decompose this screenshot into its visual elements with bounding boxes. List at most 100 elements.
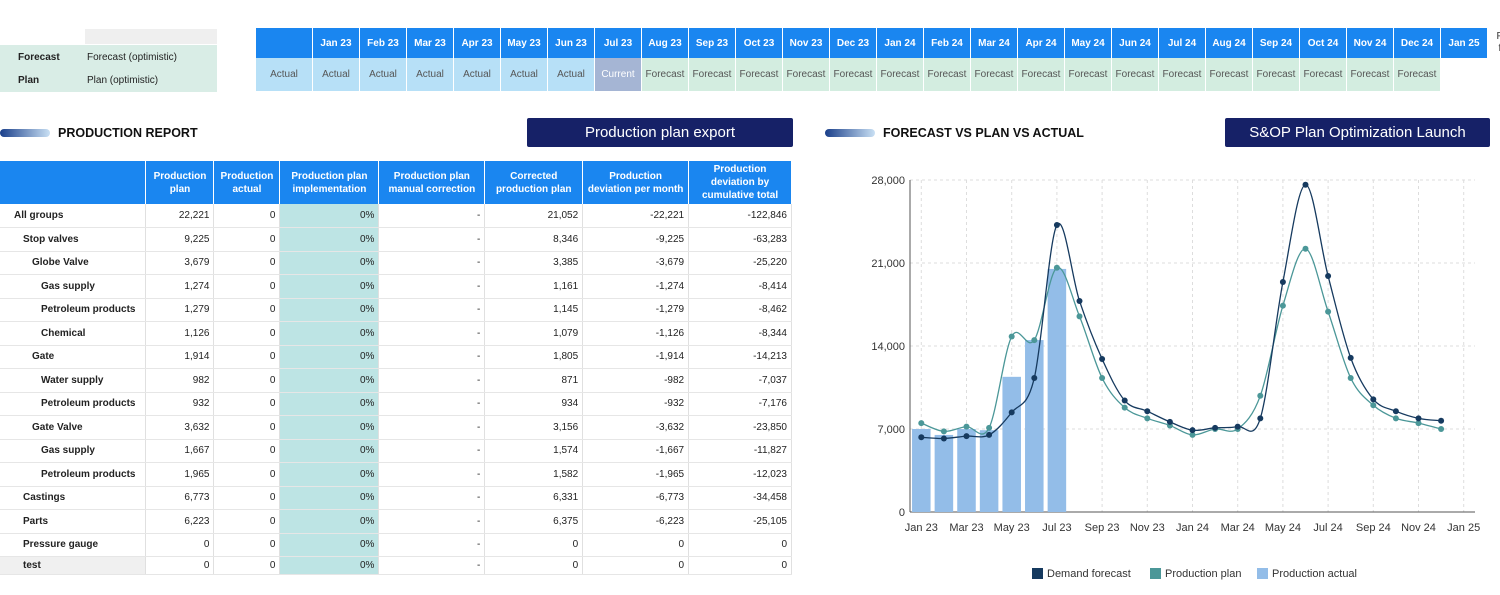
point-demand-forecast[interactable] <box>1302 181 1309 188</box>
cell[interactable]: - <box>378 345 486 369</box>
point-demand-forecast[interactable] <box>1212 424 1219 431</box>
point-production-plan[interactable] <box>1008 333 1015 340</box>
row-name[interactable]: Pressure gauge <box>0 533 147 557</box>
row-name[interactable]: Chemical <box>0 321 147 346</box>
bar-production-actual[interactable] <box>1047 268 1067 512</box>
column-header-7[interactable]: Production deviation by cumulative total <box>688 161 792 204</box>
period-factor-6[interactable]: Actual <box>548 58 595 91</box>
point-production-plan[interactable] <box>1392 415 1399 422</box>
period-factor-18[interactable]: Forecast <box>1112 58 1159 91</box>
point-demand-forecast[interactable] <box>1121 397 1128 404</box>
period-factor-17[interactable]: Forecast <box>1065 58 1112 91</box>
row-name[interactable]: Petroleum products <box>0 298 147 322</box>
point-demand-forecast[interactable] <box>986 431 993 438</box>
point-production-plan[interactable] <box>1053 264 1060 271</box>
period-factor-12[interactable]: Forecast <box>830 58 877 91</box>
point-production-plan[interactable] <box>1121 404 1128 411</box>
row-name[interactable]: Gas supply <box>0 274 147 299</box>
point-production-plan[interactable] <box>1031 337 1038 344</box>
period-factor-10[interactable]: Forecast <box>736 58 783 91</box>
cell[interactable]: - <box>378 556 486 575</box>
bar-production-actual[interactable] <box>934 434 954 512</box>
sop-plan-optimization-launch-button[interactable]: S&OP Plan Optimization Launch <box>1225 118 1490 147</box>
period-factor-1[interactable]: Actual <box>313 58 360 91</box>
point-demand-forecast[interactable] <box>1031 375 1038 382</box>
bar-production-actual[interactable] <box>1002 376 1021 512</box>
production-plan-export-button[interactable]: Production plan export <box>527 118 793 147</box>
point-production-plan[interactable] <box>1189 431 1196 438</box>
point-demand-forecast[interactable] <box>1144 408 1151 415</box>
cell[interactable]: - <box>378 274 486 299</box>
point-demand-forecast[interactable] <box>1347 354 1354 361</box>
legend-label[interactable]: Production actual <box>1272 568 1357 580</box>
table-row[interactable]: All groups 22,221 0 0% -21,052 -22,221 -122,84… <box>0 204 792 228</box>
period-factor-19[interactable]: Forecast <box>1159 58 1206 91</box>
period-factor-15[interactable]: Forecast <box>971 58 1018 91</box>
table-row[interactable]: Petroleum products 1,279 0 0% -1,145 -1,279 -8… <box>0 298 792 322</box>
row-name[interactable]: Gate <box>0 345 147 369</box>
table-row[interactable]: Water supply 982 0 0% -871 -982 -7,037 <box>0 368 792 393</box>
table-row[interactable]: Gate Valve 3,632 0 0% -3,156 -3,632 -23,850 <box>0 415 792 440</box>
point-demand-forecast[interactable] <box>1257 415 1264 422</box>
point-demand-forecast[interactable] <box>918 434 925 441</box>
point-demand-forecast[interactable] <box>1053 222 1060 229</box>
period-factor-20[interactable]: Forecast <box>1206 58 1253 91</box>
cell[interactable]: - <box>378 486 486 510</box>
period-factor-2[interactable]: Actual <box>360 58 407 91</box>
period-factor-16[interactable]: Forecast <box>1018 58 1065 91</box>
period-factor-7[interactable]: Current <box>595 58 642 91</box>
cell[interactable]: - <box>378 462 486 487</box>
point-demand-forecast[interactable] <box>963 433 970 440</box>
point-production-plan[interactable] <box>1279 302 1286 309</box>
cell[interactable]: - <box>378 368 486 393</box>
table-row[interactable]: Castings 6,773 0 0% -6,331 -6,773 -34,458 <box>0 486 792 510</box>
period-factor-8[interactable]: Forecast <box>642 58 689 91</box>
plan-value[interactable]: Plan (optimistic) <box>87 74 159 86</box>
point-demand-forecast[interactable] <box>1392 408 1399 415</box>
row-name[interactable]: Castings <box>0 486 147 510</box>
table-row[interactable]: Stop valves 9,225 0 0% -8,346 -9,225 -63,283 <box>0 227 792 252</box>
point-demand-forecast[interactable] <box>1370 396 1377 403</box>
column-header-6[interactable]: Production deviation per month <box>582 161 690 204</box>
cell[interactable]: - <box>378 204 486 228</box>
column-header-3[interactable]: Production plan implementation <box>279 161 380 204</box>
row-name[interactable]: Gas supply <box>0 439 147 463</box>
cell[interactable]: - <box>378 509 486 534</box>
column-header-1[interactable]: Production plan <box>145 161 215 204</box>
point-production-plan[interactable] <box>1347 375 1354 382</box>
forecast-selector[interactable]: Forecast Forecast (optimistic) <box>0 45 217 69</box>
row-name[interactable]: Stop valves <box>0 227 147 252</box>
cell[interactable]: - <box>378 533 486 557</box>
period-factor-3[interactable]: Actual <box>407 58 454 91</box>
bar-production-actual[interactable] <box>979 430 999 512</box>
period-factor-0[interactable]: Actual <box>256 58 313 91</box>
row-name[interactable]: Water supply <box>0 368 147 393</box>
point-demand-forecast[interactable] <box>1008 409 1015 416</box>
table-row[interactable]: Petroleum products 932 0 0% -934 -932 -7,176 <box>0 392 792 416</box>
point-production-plan[interactable] <box>986 424 993 431</box>
column-header-0[interactable] <box>0 161 147 204</box>
point-production-plan[interactable] <box>1415 420 1422 427</box>
point-demand-forecast[interactable] <box>1189 427 1196 434</box>
cell[interactable]: - <box>378 415 486 440</box>
point-demand-forecast[interactable] <box>1415 415 1422 422</box>
point-production-plan[interactable] <box>1325 308 1332 315</box>
cell[interactable]: - <box>378 298 486 322</box>
table-row[interactable]: Gas supply 1,667 0 0% -1,574 -1,667 -11,827 <box>0 439 792 463</box>
row-name[interactable]: All groups <box>0 204 147 228</box>
plan-selector[interactable]: Plan Plan (optimistic) <box>0 68 217 92</box>
point-production-plan[interactable] <box>1099 375 1106 382</box>
period-factor-14[interactable]: Forecast <box>924 58 971 91</box>
period-factor-4[interactable]: Actual <box>454 58 501 91</box>
period-factor-11[interactable]: Forecast <box>783 58 830 91</box>
cell[interactable]: - <box>378 227 486 252</box>
period-factor-5[interactable]: Actual <box>501 58 548 91</box>
point-demand-forecast[interactable] <box>1076 297 1083 304</box>
point-production-plan[interactable] <box>1370 402 1377 409</box>
legend-label[interactable]: Demand forecast <box>1047 568 1131 580</box>
table-row[interactable]: Pressure gauge 0 0 0% -0 0 0 <box>0 533 792 557</box>
cell[interactable]: - <box>378 439 486 463</box>
point-demand-forecast[interactable] <box>1234 423 1241 430</box>
row-name[interactable]: Globe Valve <box>0 251 147 275</box>
period-factor-22[interactable]: Forecast <box>1300 58 1347 91</box>
